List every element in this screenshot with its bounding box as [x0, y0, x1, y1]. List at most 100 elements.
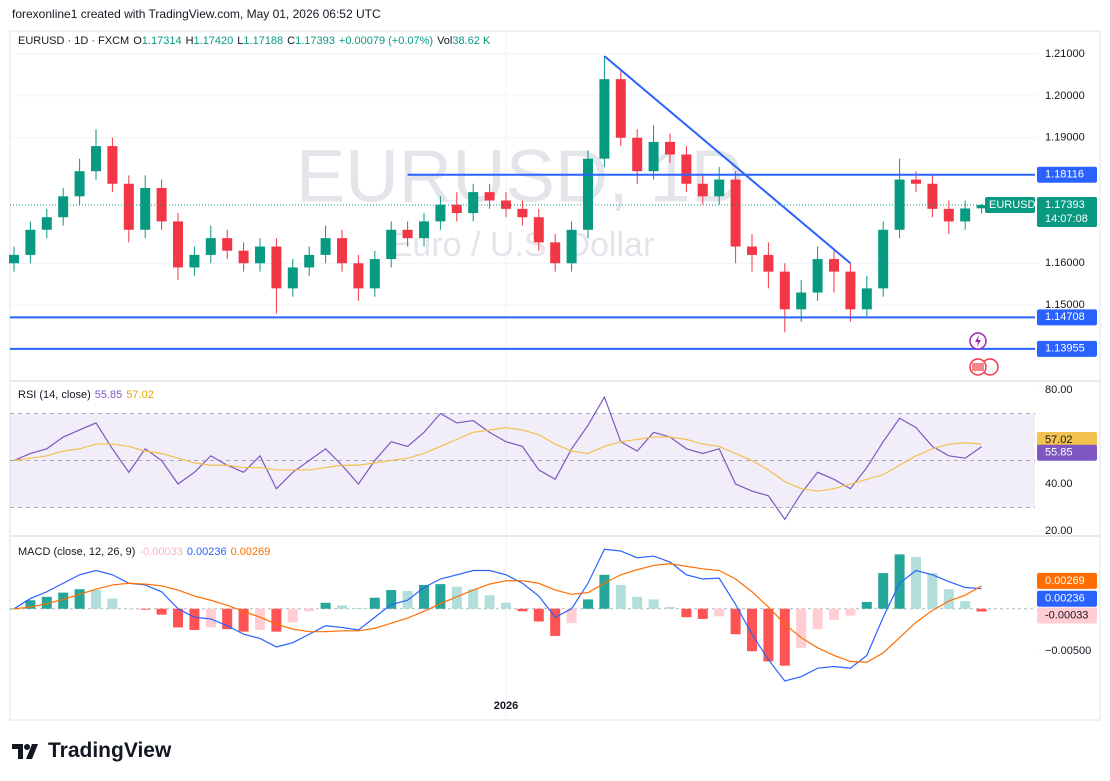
price-tag-label: 1.17393: [1045, 199, 1085, 211]
histogram-bar: [468, 589, 479, 609]
ohlc: H1.17420: [186, 35, 234, 47]
y-tick-label: 1.16000: [1045, 257, 1085, 269]
price-tag-label: 1.18116: [1045, 169, 1084, 181]
histogram-bar: [123, 608, 134, 610]
histogram-bar: [173, 608, 183, 628]
price-tag: [1037, 607, 1097, 624]
candle-body: [894, 179, 905, 230]
candle-body: [74, 171, 85, 197]
candle-body: [238, 250, 249, 264]
candle-body: [287, 267, 298, 289]
price-tag-label: 1.13955: [1045, 343, 1085, 355]
candle-body: [927, 183, 938, 209]
candle-body: [632, 137, 643, 172]
logo: [12, 744, 38, 759]
candle-body: [222, 238, 233, 251]
histogram-bar: [337, 605, 347, 609]
histogram-bar: [140, 608, 151, 610]
candle-body: [599, 79, 610, 159]
candle-body: [845, 271, 856, 310]
histogram-bar: [550, 608, 561, 636]
candle-body: [812, 259, 823, 293]
price-tag: [1037, 444, 1097, 461]
histogram-bar: [353, 607, 364, 609]
histogram-bar: [533, 608, 544, 622]
price-tag-label: -0.00033: [1045, 609, 1088, 621]
watermark: Euro / U.S. Dollar: [390, 226, 655, 264]
histogram-bar: [796, 608, 807, 648]
histogram-bar: [91, 590, 101, 609]
rsi-line: [13, 427, 982, 492]
macd-line: [13, 563, 982, 663]
histogram-bar: [648, 599, 659, 609]
candle-body: [9, 254, 19, 264]
candle-body: [468, 192, 479, 214]
candle-body: [533, 217, 544, 243]
flag: [972, 363, 984, 371]
candle-body: [369, 259, 380, 289]
candle-body: [25, 229, 36, 255]
histogram-bar: [763, 608, 774, 662]
histogram-bar: [812, 608, 823, 630]
countdown: 14:07:08: [1045, 213, 1088, 225]
logo-dot: [24, 744, 30, 750]
ohlc-letter: O: [133, 35, 142, 47]
ohlc-letter: C: [287, 35, 296, 47]
histogram-bar: [730, 608, 741, 635]
macd-line: [13, 548, 982, 682]
histogram-bar: [697, 608, 708, 619]
candle-body: [976, 204, 987, 209]
price-tag: [1037, 590, 1097, 607]
candle-body: [255, 246, 265, 264]
price-legend: EURUSD · 1D · FXCM O1.17314 H1.17420 L1.…: [18, 35, 490, 47]
candle-body: [41, 217, 52, 230]
signal-value: 0.00269: [230, 546, 271, 558]
candle-body: [320, 238, 331, 255]
histogram-bar: [501, 602, 511, 609]
price-tag: [1037, 572, 1097, 589]
candle-body: [861, 288, 872, 310]
candle-body: [484, 192, 495, 201]
symbol-title: EURUSD · 1D · FXCM: [18, 35, 130, 47]
candle-body: [386, 229, 397, 260]
macd-title: MACD (close, 12, 26, 9): [18, 546, 136, 558]
histogram-bar: [107, 598, 118, 609]
price-tag: [1037, 432, 1097, 449]
price-tag-label: 0.00236: [1045, 593, 1085, 605]
candle-body: [779, 271, 790, 310]
candle-body: [337, 238, 347, 264]
tags-layer: 1.15000 1.16000 1.19000 1.20000 1.21000 2026 1…: [494, 48, 1097, 712]
histogram-bar: [205, 608, 216, 628]
histogram-bar: [878, 573, 889, 609]
histogram-bar: [960, 601, 971, 609]
histogram-bar: [583, 599, 593, 609]
y-tick-label: 1.21000: [1045, 48, 1085, 60]
candle-body: [173, 221, 183, 268]
volume-value: 38.62 K: [452, 35, 491, 47]
candle-body: [796, 292, 807, 310]
histogram-bar: [632, 596, 643, 609]
symbol-tag-label: EURUSD: [989, 199, 1036, 211]
histogram-bar: [714, 608, 725, 617]
candle-body: [665, 141, 675, 155]
candle-body: [353, 263, 364, 289]
histogram-bar: [189, 608, 200, 630]
ohlc: C1.17393: [287, 35, 335, 47]
volume: Vol38.62 K: [437, 35, 490, 47]
ohlc-letter: H: [185, 35, 194, 47]
icons: [969, 332, 999, 376]
histogram-bar: [517, 608, 528, 612]
histogram-bar: [927, 573, 938, 609]
candle-body: [123, 183, 134, 230]
ohlc-value: 1.17188: [243, 35, 284, 47]
histogram-bar: [369, 597, 380, 609]
x-tick-label: 2026: [494, 700, 518, 712]
candle-body: [615, 79, 626, 138]
histogram-bar: [681, 608, 692, 618]
y-tick-label: 1.19000: [1045, 132, 1085, 144]
candle-body: [205, 238, 216, 255]
histogram-bar: [238, 608, 249, 632]
price-tag: [1037, 196, 1097, 227]
ohlc: L1.17188: [237, 35, 283, 47]
histogram-bar: [911, 556, 921, 609]
